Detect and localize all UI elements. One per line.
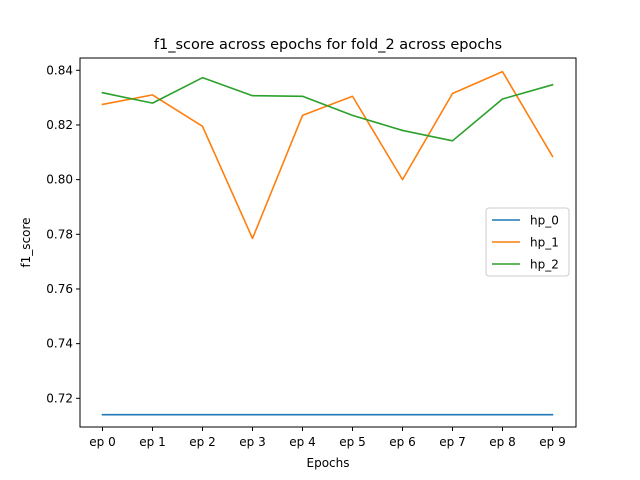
x-tick-label: ep 8 — [489, 435, 515, 449]
y-tick-label: 0.74 — [46, 337, 73, 351]
x-tick-label: ep 4 — [289, 435, 315, 449]
x-tick-label: ep 5 — [339, 435, 365, 449]
y-tick-label: 0.84 — [46, 63, 73, 77]
legend-label-hp_1: hp_1 — [530, 236, 559, 250]
x-tick-label: ep 6 — [389, 435, 415, 449]
x-tick-label: ep 3 — [239, 435, 265, 449]
y-tick-label: 0.78 — [46, 227, 73, 241]
legend-box — [485, 207, 570, 277]
x-axis-label: Epochs — [307, 456, 350, 470]
chart-title: f1_score across epochs for fold_2 across… — [154, 37, 502, 53]
x-tick-label: ep 1 — [139, 435, 165, 449]
x-tick-label: ep 7 — [439, 435, 465, 449]
legend-label-hp_2: hp_2 — [530, 258, 559, 272]
x-tick-label: ep 0 — [89, 435, 115, 449]
plot-frame — [79, 57, 577, 428]
legend-label-hp_0: hp_0 — [530, 214, 559, 228]
legend: hp_0 hp_1 hp_2 — [485, 207, 570, 277]
x-tick-label: ep 2 — [189, 435, 215, 449]
y-tick-label: 0.76 — [46, 282, 73, 296]
y-tick-label: 0.72 — [46, 391, 73, 405]
y-tick-label: 0.82 — [46, 118, 73, 132]
y-tick-label: 0.80 — [46, 173, 73, 187]
x-tick-label: ep 9 — [539, 435, 565, 449]
y-axis-label: f1_score — [19, 217, 33, 267]
series-line-hp_2 — [101, 76, 554, 142]
